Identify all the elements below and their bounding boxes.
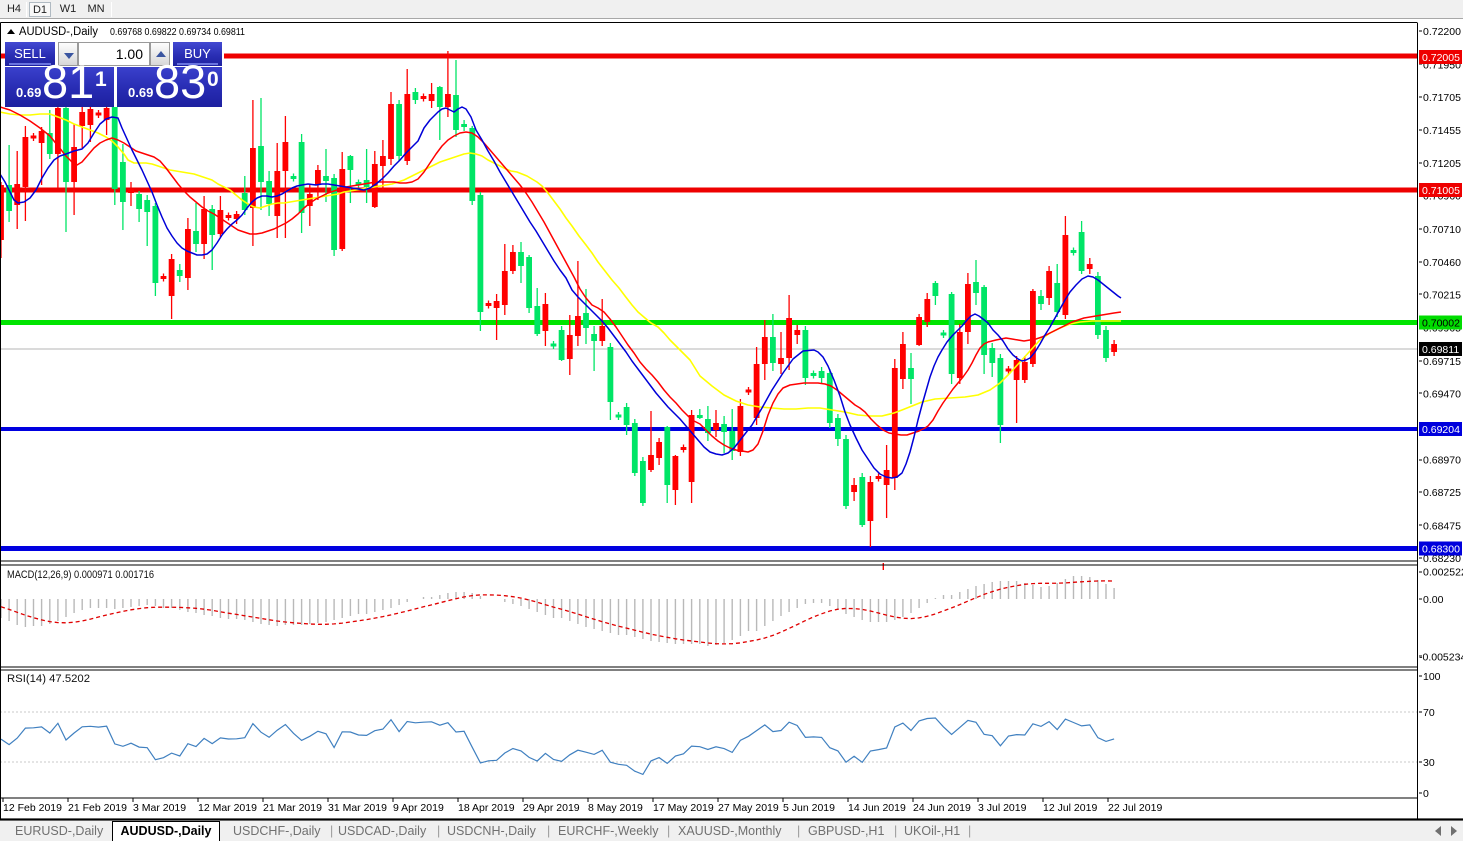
svg-text:0.002522: 0.002522 [1423,567,1463,579]
svg-text:0.70460: 0.70460 [1423,257,1461,269]
svg-text:AUDUSD-,Daily: AUDUSD-,Daily [19,26,98,38]
svg-text:5 Jun 2019: 5 Jun 2019 [783,802,835,814]
svg-text:8 May 2019: 8 May 2019 [588,802,643,814]
svg-text:12 Jul 2019: 12 Jul 2019 [1043,802,1097,814]
svg-text:30: 30 [1423,757,1435,769]
svg-text:RSI(14) 47.5202: RSI(14) 47.5202 [7,673,90,685]
svg-text:0: 0 [1423,788,1429,800]
svg-text:12 Feb 2019: 12 Feb 2019 [3,802,62,814]
svg-text:0.69204: 0.69204 [1422,424,1460,436]
svg-text:0.72200: 0.72200 [1423,26,1461,38]
svg-text:24 Jun 2019: 24 Jun 2019 [913,802,971,814]
svg-text:0.68475: 0.68475 [1423,520,1461,532]
svg-text:31 Mar 2019: 31 Mar 2019 [328,802,387,814]
svg-text:18 Apr 2019: 18 Apr 2019 [458,802,515,814]
svg-text:0.69715: 0.69715 [1423,356,1461,368]
svg-text:0.68300: 0.68300 [1422,544,1460,556]
svg-text:0.71455: 0.71455 [1423,125,1461,137]
svg-text:MACD(12,26,9) 0.000971 0.00171: MACD(12,26,9) 0.000971 0.001716 [7,569,154,581]
svg-text:0.69768 0.69822 0.69734 0.6981: 0.69768 0.69822 0.69734 0.69811 [110,27,245,38]
svg-text:9 Apr 2019: 9 Apr 2019 [393,802,444,814]
svg-text:0.68230: 0.68230 [1423,553,1461,565]
svg-text:3 Mar 2019: 3 Mar 2019 [133,802,186,814]
svg-text:0.69811: 0.69811 [1422,344,1459,356]
svg-text:12 Mar 2019: 12 Mar 2019 [198,802,257,814]
svg-text:21 Mar 2019: 21 Mar 2019 [263,802,322,814]
svg-text:0.68970: 0.68970 [1423,455,1461,467]
svg-text:0.69470: 0.69470 [1423,388,1461,400]
svg-text:100: 100 [1423,671,1441,683]
svg-text:0.71005: 0.71005 [1422,185,1460,197]
svg-text:0.70710: 0.70710 [1423,224,1461,236]
svg-text:29 Apr 2019: 29 Apr 2019 [523,802,580,814]
svg-text:0.71705: 0.71705 [1423,92,1461,104]
svg-text:0.70002: 0.70002 [1422,318,1460,330]
svg-text:0.00: 0.00 [1423,594,1444,606]
svg-text:-0.005234: -0.005234 [1419,652,1463,664]
svg-text:0.72005: 0.72005 [1422,52,1460,64]
svg-text:0.68725: 0.68725 [1423,487,1461,499]
svg-text:0.71205: 0.71205 [1423,158,1461,170]
svg-text:17 May 2019: 17 May 2019 [653,802,714,814]
svg-text:14 Jun 2019: 14 Jun 2019 [848,802,906,814]
svg-text:0.70215: 0.70215 [1423,290,1461,302]
svg-text:27 May 2019: 27 May 2019 [718,802,779,814]
svg-text:21 Feb 2019: 21 Feb 2019 [68,802,127,814]
svg-text:22 Jul 2019: 22 Jul 2019 [1108,802,1162,814]
svg-text:3 Jul 2019: 3 Jul 2019 [978,802,1027,814]
svg-text:70: 70 [1423,707,1435,719]
